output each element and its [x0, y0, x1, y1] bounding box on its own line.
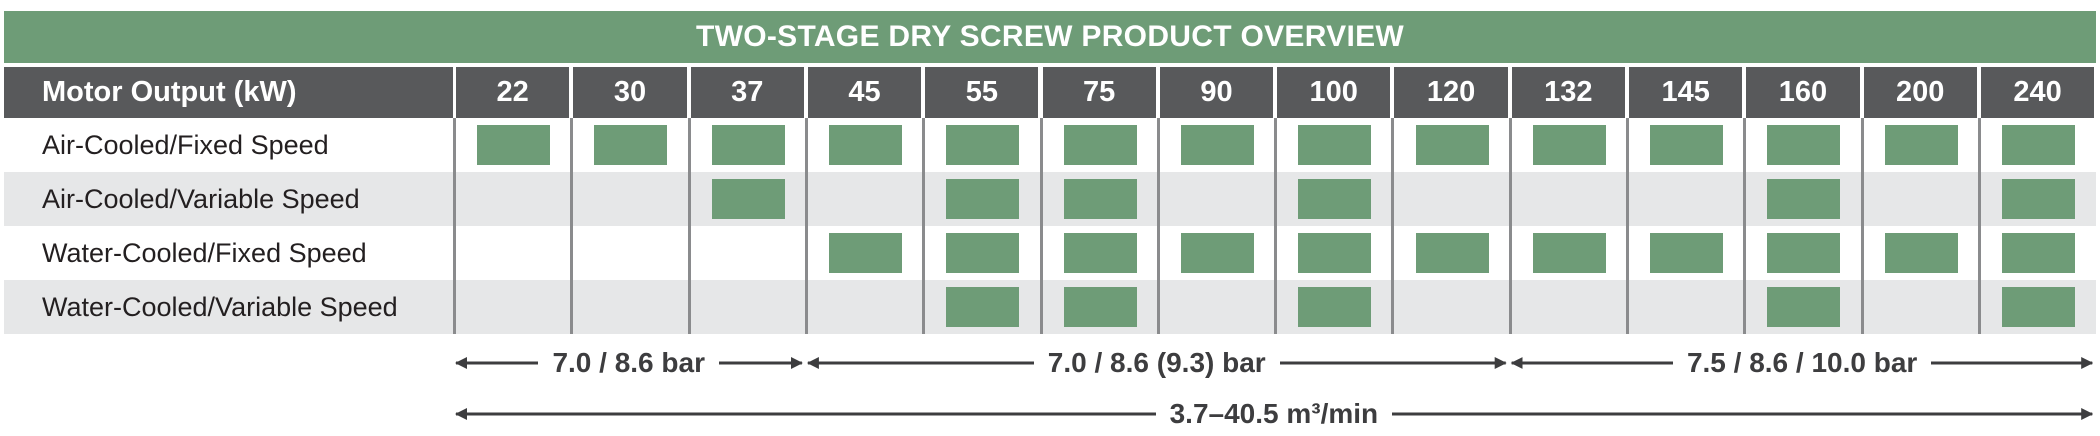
availability-cell — [1650, 233, 1724, 273]
row-label-water-fixed: Water-Cooled/Fixed Speed — [42, 237, 367, 268]
header-col-120: 120 — [1394, 67, 1508, 118]
header-col-240: 240 — [1980, 67, 2095, 118]
availability-cell — [1767, 233, 1841, 273]
availability-cell — [1298, 287, 1372, 327]
column-divider — [922, 118, 926, 334]
column-divider — [804, 118, 808, 334]
column-divider — [1860, 118, 1864, 334]
column-divider — [687, 118, 691, 334]
pressure-range-label: 7.0 / 8.6 bar — [538, 346, 719, 380]
header-col-160: 160 — [1746, 67, 1860, 118]
column-divider — [1626, 118, 1629, 334]
availability-cell — [594, 125, 668, 165]
header-col-55: 55 — [925, 67, 1039, 118]
availability-cell — [1532, 125, 1606, 165]
pressure-range-label: 7.5 / 8.6 / 10.0 bar — [1672, 346, 1932, 380]
flow-range-label: 3.7–40.5 m³/min — [1155, 397, 1393, 431]
table-row — [4, 172, 2096, 226]
header-col-22: 22 — [456, 67, 570, 118]
availability-cell — [2002, 233, 2076, 273]
header-col-75: 75 — [1042, 67, 1156, 118]
column-divider — [1391, 118, 1395, 334]
header-col-45: 45 — [807, 67, 922, 118]
availability-cell — [2002, 179, 2076, 219]
column-divider — [1156, 118, 1160, 334]
availability-cell — [1180, 125, 1254, 165]
availability-cell — [1884, 233, 1958, 273]
availability-cell — [1063, 179, 1137, 219]
availability-cell — [1063, 125, 1137, 165]
availability-cell — [1884, 125, 1958, 165]
availability-cell — [946, 287, 1020, 327]
header-col-100: 100 — [1277, 67, 1391, 118]
header-col-37: 37 — [690, 67, 804, 118]
availability-cell — [1298, 125, 1372, 165]
availability-cell — [1767, 287, 1841, 327]
availability-cell — [711, 179, 785, 219]
column-divider — [1274, 118, 1278, 334]
availability-cell — [946, 125, 1020, 165]
availability-cell — [1298, 233, 1372, 273]
header-label: Motor Output (kW) — [4, 67, 453, 118]
availability-cell — [946, 179, 1020, 219]
row-label-air-fixed: Air-Cooled/Fixed Speed — [42, 129, 329, 160]
availability-cell — [829, 125, 903, 165]
column-divider — [1977, 118, 1981, 334]
row-label-water-variable: Water-Cooled/Variable Speed — [42, 291, 398, 322]
availability-cell — [1180, 233, 1254, 273]
availability-cell — [477, 125, 551, 165]
availability-cell — [1298, 179, 1372, 219]
availability-cell — [1650, 125, 1724, 165]
column-divider — [1508, 118, 1512, 334]
header-col-30: 30 — [573, 67, 687, 118]
pressure-range-label: 7.0 / 8.6 (9.3) bar — [1033, 346, 1280, 380]
availability-cell — [1532, 233, 1606, 273]
column-divider — [1039, 118, 1043, 334]
table-row — [4, 280, 2096, 334]
column-divider — [1743, 118, 1747, 334]
header-col-200: 200 — [1863, 67, 1977, 118]
availability-cell — [1415, 233, 1489, 273]
availability-cell — [2002, 125, 2076, 165]
availability-cell — [1063, 233, 1137, 273]
availability-cell — [1063, 287, 1137, 327]
header-col-132: 132 — [1511, 67, 1625, 118]
availability-cell — [946, 233, 1020, 273]
availability-cell — [1767, 179, 1841, 219]
header-col-145: 145 — [1629, 67, 1743, 118]
column-divider — [453, 118, 456, 334]
availability-cell — [1415, 125, 1489, 165]
availability-cell — [1767, 125, 1841, 165]
row-label-air-variable: Air-Cooled/Variable Speed — [42, 183, 360, 214]
header-col-90: 90 — [1159, 67, 1274, 118]
availability-cell — [711, 125, 785, 165]
availability-cell — [829, 233, 903, 273]
availability-cell — [2002, 287, 2076, 327]
table-title: TWO-STAGE DRY SCREW PRODUCT OVERVIEW — [4, 11, 2096, 63]
column-divider — [570, 118, 574, 334]
